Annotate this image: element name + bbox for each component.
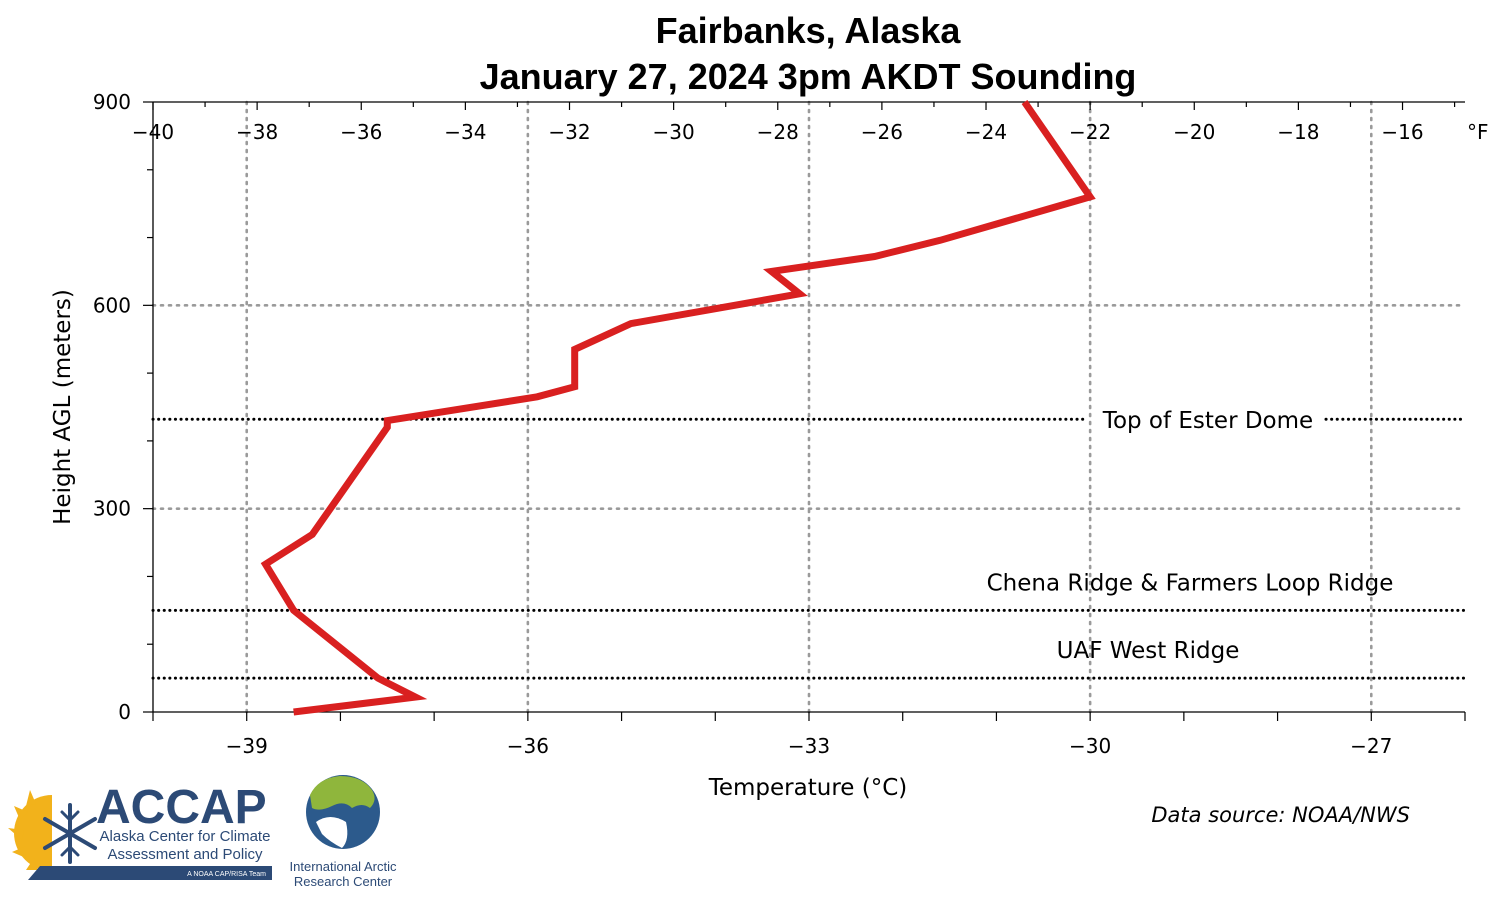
x-tick-label-f: −20 — [1173, 120, 1215, 144]
y-axis-title: Height AGL (meters) — [50, 289, 76, 525]
accap-banner — [28, 866, 272, 880]
x-tick-label-c: −30 — [1069, 734, 1111, 758]
x-tick-label-f: −22 — [1069, 120, 1111, 144]
x-tick-label-f: −36 — [340, 120, 382, 144]
grid-lines — [151, 100, 1467, 714]
sun-snowflake-icon — [8, 790, 97, 871]
f-unit-label: °F — [1467, 120, 1489, 144]
x-axis-title: Temperature (°C) — [708, 775, 908, 801]
x-tick-label-f: −26 — [861, 120, 903, 144]
x-tick-label-f: −32 — [548, 120, 590, 144]
iarc-logo: International Arctic Research Center — [290, 775, 397, 889]
temperature-profile-line — [260, 100, 1096, 716]
annotation-label: Chena Ridge & Farmers Loop Ridge — [987, 570, 1394, 596]
x-tick-label-f: −16 — [1381, 120, 1423, 144]
iarc-line2: Research Center — [294, 874, 393, 889]
globe-icon — [306, 775, 380, 849]
accap-line2: Assessment and Policy — [107, 846, 263, 863]
annotation-lines: Top of Ester Dome Chena Ridge & Farmers L… — [151, 408, 1467, 680]
x-tick-label-f: −24 — [965, 120, 1007, 144]
accap-line1: Alaska Center for Climate — [100, 828, 271, 845]
x-tick-label-c: −33 — [788, 734, 830, 758]
x-tick-label-f: −18 — [1277, 120, 1319, 144]
x-tick-label-c: −27 — [1350, 734, 1392, 758]
y-tick-label: 300 — [93, 497, 131, 521]
y-tick-label: 900 — [93, 90, 131, 114]
data-source: Data source: NOAA/NWS — [1151, 803, 1410, 827]
iarc-line1: International Arctic — [290, 859, 397, 874]
chart-title-line1: Fairbanks, Alaska — [656, 10, 962, 51]
chart-title-line2: January 27, 2024 3pm AKDT Sounding — [480, 56, 1137, 97]
accap-logo: ACCAP Alaska Center for Climate Assessme… — [8, 781, 272, 880]
x-tick-label-c: −39 — [226, 734, 268, 758]
x-tick-label-f: −40 — [132, 120, 174, 144]
y-tick-label: 600 — [93, 293, 131, 317]
x-tick-label-f: −28 — [757, 120, 799, 144]
series — [260, 100, 1096, 716]
annotation-label: UAF West Ridge — [1057, 638, 1240, 664]
x-tick-label-f: −38 — [236, 120, 278, 144]
accap-tagline: A NOAA CAP/RISA Team — [187, 871, 266, 878]
x-tick-label-c: −36 — [507, 734, 549, 758]
x-tick-label-f: −34 — [444, 120, 486, 144]
y-tick-label: 0 — [118, 700, 131, 724]
ticks: −39 −36 −33 −30 −27 −40 −38 −36 −34 −32 −30 −28 −26 −… — [93, 90, 1489, 758]
annotation-label: Top of Ester Dome — [1102, 408, 1313, 434]
accap-name: ACCAP — [96, 781, 267, 834]
x-tick-label-f: −30 — [653, 120, 695, 144]
